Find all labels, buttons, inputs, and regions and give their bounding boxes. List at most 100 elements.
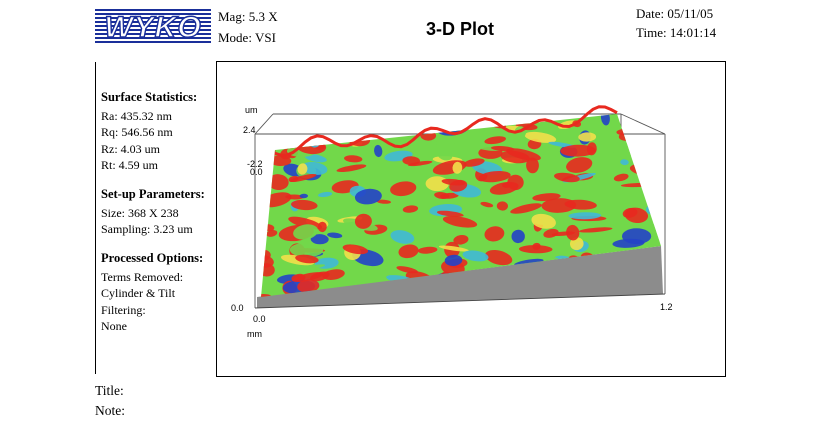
surface-3d-plot: um 2.4 -2.2 0.0 0.0 0.0 1.2 mm — [231, 105, 673, 339]
x-start-label: 0.0 — [253, 314, 266, 324]
surface-texture-patch — [506, 148, 541, 161]
surface-texture-patch — [478, 170, 511, 183]
surface-texture-patch — [624, 207, 649, 223]
terms-removed-label: Terms Removed: — [101, 269, 184, 284]
surface-texture-patch — [304, 154, 327, 163]
logo-text: WYKO — [104, 11, 201, 43]
surface-texture-patch — [285, 119, 316, 129]
surface-texture-patch — [532, 193, 561, 202]
surface-texture-patch — [318, 191, 333, 198]
surface-texture-patch — [526, 157, 539, 174]
surface-texture-patch — [289, 242, 324, 258]
surface-texture-patch — [564, 199, 597, 210]
setup-sampling: Sampling: 3.23 um — [101, 222, 193, 236]
surface-texture-patch — [453, 235, 469, 245]
surface-texture-patch — [642, 137, 661, 146]
surface-texture-patch — [390, 230, 415, 244]
setup-size: Size: 368 X 238 — [101, 205, 179, 220]
surface-texture-patch — [309, 114, 342, 121]
surface-texture-patch — [620, 159, 629, 166]
page-title: 3-D Plot — [426, 19, 495, 39]
surface-base — [257, 246, 663, 308]
surface-texture-patch — [507, 174, 524, 191]
surface-texture-patch — [462, 250, 489, 262]
surface-texture-patch — [281, 130, 295, 136]
stat-rz: Rz: 4.03 um — [101, 141, 160, 156]
surface-texture-patch — [298, 264, 326, 271]
surface-texture-patch — [524, 131, 557, 143]
surface-texture-patch — [656, 148, 661, 159]
side-divider — [95, 62, 96, 374]
mode: Mode: VSI — [218, 30, 276, 45]
surface-texture-patch — [396, 266, 418, 274]
surface-texture-patch — [387, 114, 398, 124]
front-edge — [254, 293, 666, 309]
z-min-label: -2.2 — [247, 159, 263, 169]
setup-parameters-heading: Set-up Parameters: — [101, 187, 205, 201]
processed-options: Processed Options: Terms Removed: Cylind… — [101, 250, 203, 335]
surface-texture-patch — [566, 157, 593, 173]
z-unit-label: um — [245, 105, 258, 115]
surface-texture-patch — [436, 210, 464, 217]
surface-texture-patch — [376, 199, 391, 204]
surface-texture-patch — [449, 179, 468, 192]
stat-rq: Rq: 546.56 nm — [101, 125, 173, 139]
surface-texture-patch — [322, 269, 345, 280]
surface-texture-patch — [310, 234, 329, 245]
surface-texture-patch — [301, 161, 328, 175]
title-field-label: Title: — [95, 383, 124, 398]
surface-texture-patch — [293, 114, 307, 122]
surface-texture-patch — [317, 221, 327, 233]
surface-texture-patch — [297, 163, 308, 175]
plot-frame: um 2.4 -2.2 0.0 0.0 0.0 1.2 mm — [216, 61, 726, 377]
surface-texture-patch — [650, 143, 661, 149]
surface-texture-patch — [348, 114, 381, 122]
surface-texture-patch — [293, 224, 319, 240]
surface-texture-patch — [297, 279, 320, 293]
surface-texture-patch — [484, 226, 505, 242]
surface-texture-patch — [496, 201, 508, 211]
setup-parameters: Set-up Parameters: Size: 368 X 238 Sampl… — [101, 186, 205, 238]
wyko-logo: WYKO — [95, 9, 211, 43]
surface-texture-patch — [261, 294, 272, 297]
surface-texture-patch — [390, 181, 417, 197]
time: Time: 14:01:14 — [636, 25, 717, 40]
surface-texture-patch — [396, 125, 417, 131]
surface-texture-patch — [622, 228, 652, 245]
stat-ra: Ra: 435.32 nm — [101, 108, 172, 123]
surface-texture-patch — [279, 114, 302, 124]
surface-texture-patch — [442, 216, 478, 228]
surface-texture-patch — [278, 123, 310, 129]
surface-texture-patch — [284, 120, 298, 130]
surface-texture-patch — [361, 114, 374, 116]
base-label: 0.0 — [231, 303, 244, 313]
magnification: Mag: 5.3 X — [218, 9, 278, 24]
stat-rt: Rt: 4.59 um — [101, 158, 159, 172]
surface-texture-patch — [491, 145, 515, 152]
surface-texture-patch — [654, 192, 661, 207]
surface-texture-patch — [444, 254, 463, 267]
surface-texture-patch — [344, 155, 363, 163]
surface-texture-patch — [578, 132, 597, 142]
surface-ridge — [274, 105, 618, 157]
surface-texture-patch — [638, 114, 655, 117]
surface-texture-patch — [295, 254, 319, 264]
surface-texture-patch — [554, 172, 580, 183]
surface-texture-patch — [261, 138, 273, 155]
filtering-value: None — [101, 319, 127, 333]
surface-texture-patch — [613, 173, 629, 182]
surface-texture-patch — [531, 213, 556, 229]
surface-texture-patch — [354, 213, 372, 229]
surface-texture-patch — [417, 246, 438, 254]
surface-texture-patch — [649, 114, 661, 124]
surface-texture-patch — [292, 179, 324, 193]
surface-texture-patch — [267, 174, 289, 191]
surface-texture-patch — [266, 229, 278, 237]
z-max-label: 2.4 — [243, 125, 256, 135]
surface-texture-patch — [299, 193, 308, 199]
surface-texture-patch — [484, 136, 506, 145]
surface-texture-patch — [480, 201, 494, 208]
surface-texture-patch — [374, 144, 383, 158]
surface-texture-patch — [518, 245, 553, 254]
filtering-label: Filtering: — [101, 302, 146, 317]
